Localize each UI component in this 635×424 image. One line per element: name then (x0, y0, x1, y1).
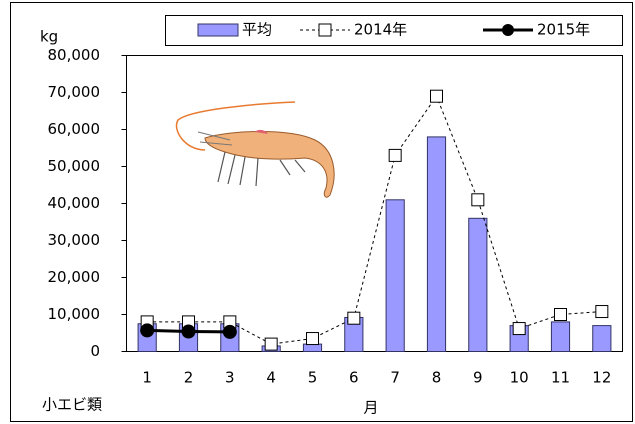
y-tick-label: 70,000 (48, 83, 101, 101)
bar (426, 136, 447, 352)
y-tick-label: 80,000 (48, 46, 101, 64)
legend-label: 2014年 (354, 21, 407, 39)
bar (592, 325, 612, 353)
marker (554, 308, 567, 321)
x-tick-label: 5 (308, 369, 318, 387)
marker (347, 311, 361, 325)
bar (550, 321, 571, 352)
line (147, 95, 602, 345)
marker (512, 322, 526, 336)
legend-swatch (197, 23, 239, 37)
bar (385, 199, 405, 352)
marker (306, 332, 319, 346)
legend-box (165, 15, 623, 46)
x-tick-label: 3 (225, 369, 235, 387)
marker (430, 89, 443, 103)
x-tick-label: 12 (592, 369, 611, 387)
marker (222, 324, 237, 339)
x-tick-label: 10 (510, 369, 529, 387)
annotation: 小エビ類 (42, 396, 102, 414)
y-axis-label: kg (40, 28, 58, 46)
x-tick-label: 1 (142, 369, 152, 387)
y-tick-label: 40,000 (48, 194, 101, 212)
marker (264, 337, 278, 351)
legend-marker (502, 24, 514, 36)
chart-border (10, 2, 633, 422)
marker (181, 324, 196, 339)
y-tick-label: 20,000 (48, 268, 101, 286)
marker (471, 193, 485, 207)
legend-label: 2015年 (537, 21, 590, 39)
x-axis-label: 月 (363, 399, 378, 417)
marker (595, 305, 609, 319)
legend-label: 平均 (242, 21, 272, 39)
x-tick-label: 11 (551, 369, 570, 387)
y-tick-label: 30,000 (48, 231, 101, 249)
bar (302, 343, 323, 353)
x-tick-label: 8 (432, 369, 442, 387)
marker (140, 323, 155, 338)
y-tick-label: 50,000 (48, 157, 101, 175)
x-tick-label: 4 (266, 369, 276, 387)
marker (388, 148, 402, 162)
y-tick-label: 0 (90, 342, 100, 360)
legend-marker (318, 23, 332, 37)
y-tick-label: 60,000 (48, 120, 101, 138)
shrimp-illustration (175, 101, 335, 198)
x-tick-label: 6 (349, 369, 359, 387)
x-tick-label: 2 (184, 369, 194, 387)
x-tick-label: 9 (473, 369, 483, 387)
x-tick-label: 7 (390, 369, 400, 387)
y-tick-label: 10,000 (48, 305, 101, 323)
bar (468, 217, 488, 352)
